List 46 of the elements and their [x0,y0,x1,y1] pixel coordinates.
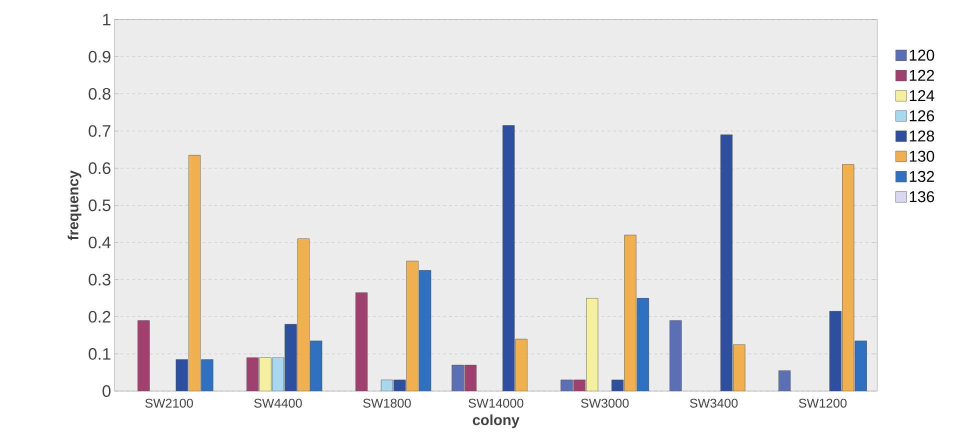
x-tick-label: SW14000 [468,398,524,408]
y-tick-label: 0.8 [88,88,110,100]
y-tick-label: 0.2 [88,310,110,323]
bar [419,270,432,392]
bar [310,340,322,392]
bar [733,344,746,392]
bar [636,298,650,392]
bar [670,320,682,392]
bar [778,370,791,392]
x-tick-label: SW3000 [581,398,629,408]
bar [355,292,368,392]
legend-label: 120 [910,50,934,61]
bar [297,238,310,392]
x-tick-label: SW3400 [690,398,738,408]
y-tick-label: 0.9 [88,50,110,63]
y-axis-title: frequency [68,170,82,240]
bar [138,320,150,392]
bar [515,338,528,392]
x-tick-label: SW4400 [254,398,302,408]
y-tick-label: 0.6 [88,162,110,174]
legend-label: 136 [910,191,934,202]
bar [246,357,259,392]
y-tick-label: 0.3 [88,274,110,286]
y-tick-label: 0.4 [88,236,111,248]
x-axis-title: colony [472,414,520,428]
legend-label: 128 [910,130,934,142]
bar [842,164,854,392]
legend-label: 126 [910,110,934,122]
x-tick-label: SW1200 [798,398,847,408]
x-tick-label: SW2100 [145,398,193,408]
bar [624,234,636,392]
bar [188,154,201,392]
legend-label: 130 [910,150,934,162]
legend-label: 122 [910,70,934,81]
y-tick-label: 0.5 [88,199,110,212]
legend-label: 132 [910,170,934,182]
legend-label: 124 [910,90,934,102]
y-tick-label: 0.1 [88,348,110,360]
x-tick-label: SW1800 [363,398,411,408]
bar [201,359,214,392]
bar [464,364,477,392]
y-tick-label: 0.7 [88,125,110,137]
bar [854,340,867,392]
y-tick-label: 1 [103,14,110,26]
bar [406,260,418,392]
y-tick-label: 0 [102,385,111,397]
